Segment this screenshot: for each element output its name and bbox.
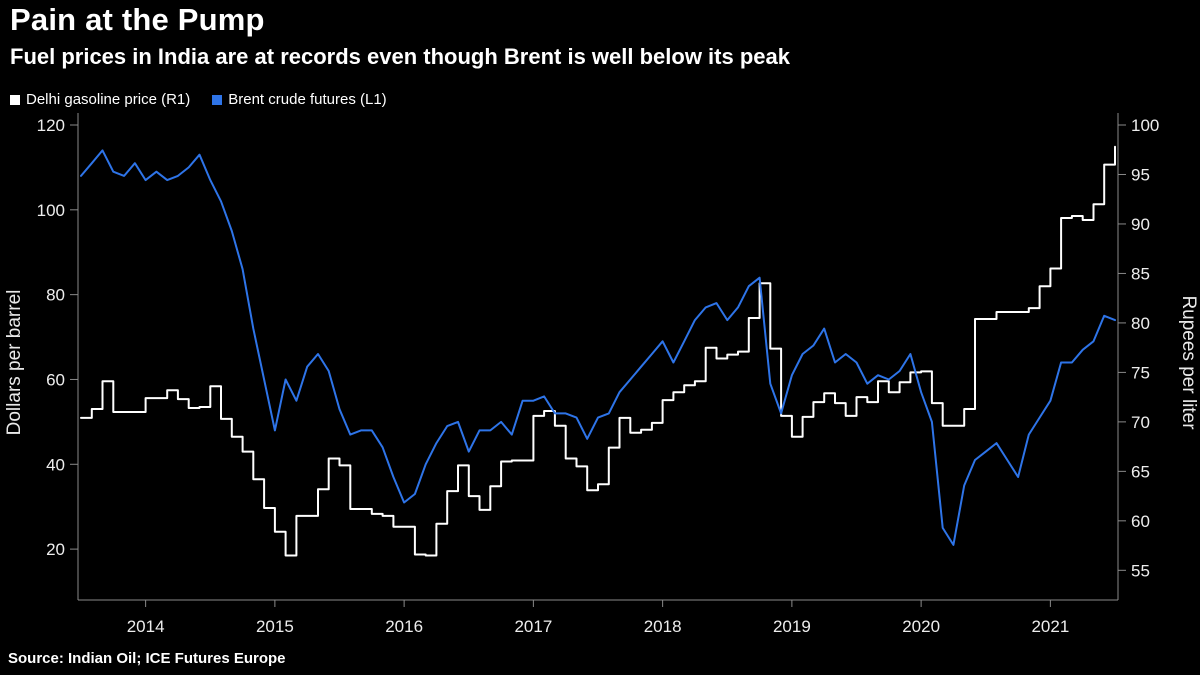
left-axis-title: Dollars per barrel	[4, 290, 25, 436]
left-axis-tick-label: 120	[37, 116, 65, 135]
x-axis-year-label: 2017	[514, 617, 552, 636]
left-axis-tick-label: 60	[46, 370, 65, 389]
brent-crude-line	[80, 149, 1116, 546]
right-axis-tick-label: 55	[1131, 561, 1150, 580]
left-axis-tick-label: 80	[46, 286, 65, 305]
source-note: Source: Indian Oil; ICE Futures Europe	[8, 650, 286, 667]
delhi-series-swatch	[10, 94, 20, 105]
legend-item-brent-crude: Brent crude futures (L1)	[212, 91, 387, 108]
chart-title: Pain at the Pump	[10, 2, 265, 37]
right-axis-tick-label: 75	[1131, 363, 1150, 382]
brent-series-label: Brent crude futures (L1)	[228, 91, 387, 108]
chart-subtitle: Fuel prices in India are at records even…	[10, 44, 790, 69]
x-axis-year-label: 2015	[256, 617, 294, 636]
delhi-gasoline-line	[80, 145, 1116, 557]
x-axis-year-label: 2020	[902, 617, 940, 636]
right-axis-tick-label: 70	[1131, 413, 1150, 432]
brent-series-swatch	[212, 94, 223, 105]
x-axis-year-label: 2018	[644, 617, 682, 636]
right-axis-tick-label: 100	[1131, 116, 1159, 135]
left-axis-tick-label: 100	[37, 201, 65, 220]
legend: Delhi gasoline price (R1) Brent crude fu…	[10, 91, 387, 108]
x-axis-year-label: 2014	[127, 617, 165, 636]
legend-item-delhi-gasoline: Delhi gasoline price (R1)	[10, 91, 190, 108]
x-axis-year-label: 2021	[1031, 617, 1069, 636]
left-axis-tick-label: 40	[46, 455, 65, 474]
left-axis-tick-label: 20	[46, 540, 65, 559]
delhi-series-label: Delhi gasoline price (R1)	[26, 91, 191, 108]
right-axis-tick-label: 65	[1131, 462, 1150, 481]
right-axis-title: Rupees per liter	[1178, 295, 1199, 430]
x-axis-year-label: 2016	[385, 617, 423, 636]
right-axis-tick-label: 80	[1131, 314, 1150, 333]
right-axis-tick-label: 60	[1131, 512, 1150, 531]
right-axis-tick-label: 85	[1131, 264, 1150, 283]
right-axis-tick-label: 90	[1131, 215, 1150, 234]
right-axis-tick-label: 95	[1131, 165, 1150, 184]
x-axis-year-label: 2019	[773, 617, 811, 636]
